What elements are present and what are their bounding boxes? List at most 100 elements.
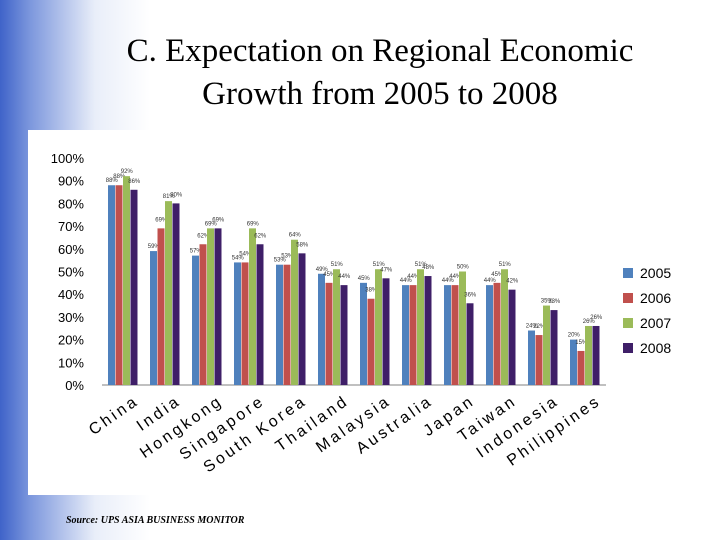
bar-2006-japan <box>451 285 459 385</box>
bar-2006-hongkong <box>199 244 207 385</box>
bar-2006-south-korea <box>283 264 291 385</box>
x-tick-label: China <box>86 392 142 439</box>
data-label: 53% <box>281 254 294 260</box>
bar-2005-philippines <box>570 339 577 385</box>
legend-swatch-2007 <box>623 318 633 328</box>
y-tick-label: 10% <box>58 355 84 370</box>
data-label: 54% <box>239 251 252 257</box>
y-tick-label: 0% <box>65 378 84 393</box>
bar-2005-malaysia <box>360 282 367 385</box>
bar-2008-taiwan <box>508 289 516 385</box>
data-label: 26% <box>583 319 596 325</box>
bar-2007-philippines <box>585 325 592 385</box>
bar-2006-philippines <box>577 350 585 385</box>
legend-label-2006: 2006 <box>640 290 671 306</box>
bar-2005-singapore <box>234 262 241 385</box>
bar-2007-hongkong <box>207 228 214 385</box>
legend-swatch-2006 <box>623 293 633 303</box>
data-label: 53% <box>274 258 287 264</box>
data-label: 45% <box>358 276 371 282</box>
legend-label-2005: 2005 <box>640 265 671 281</box>
y-tick-label: 90% <box>58 174 84 189</box>
data-label: 44% <box>442 278 455 284</box>
data-label: 45% <box>491 272 504 278</box>
legend-swatch-2008 <box>623 343 633 353</box>
y-tick-label: 100% <box>51 151 85 166</box>
data-label: 80% <box>170 192 183 198</box>
data-label: 92% <box>121 169 134 175</box>
bar-2005-australia <box>402 285 409 385</box>
data-label: 35% <box>541 299 554 305</box>
bar-2008-japan <box>466 303 474 385</box>
bar-2006-india <box>157 228 165 385</box>
bar-2005-india <box>150 251 157 385</box>
data-label: 51% <box>373 262 386 268</box>
data-label: 58% <box>296 242 309 248</box>
data-label: 88% <box>113 174 126 180</box>
data-label: 36% <box>464 292 477 298</box>
bar-2006-taiwan <box>493 282 501 385</box>
data-label: 38% <box>365 288 378 294</box>
bar-2008-singapore <box>256 244 264 385</box>
bar-2007-china <box>123 176 130 385</box>
bar-2005-taiwan <box>486 285 493 385</box>
bar-2007-south-korea <box>291 239 298 385</box>
y-tick-label: 20% <box>58 333 84 348</box>
bar-2007-thailand <box>333 269 340 385</box>
bar-2008-china <box>130 189 138 385</box>
data-label: 69% <box>205 221 218 227</box>
data-label: 45% <box>323 272 336 278</box>
bar-2005-japan <box>444 285 451 385</box>
data-label: 88% <box>106 178 119 184</box>
data-label: 50% <box>457 265 470 271</box>
bar-2006-china <box>115 185 123 385</box>
data-label: 81% <box>163 194 176 200</box>
data-label: 42% <box>506 279 519 285</box>
title-line-2: Growth from 2005 to 2008 <box>202 76 558 112</box>
bar-2007-malaysia <box>375 269 382 385</box>
bar-2008-india <box>172 203 180 385</box>
bar-2006-singapore <box>241 262 249 385</box>
data-label: 59% <box>148 244 161 250</box>
y-tick-label: 80% <box>58 196 84 211</box>
data-label: 51% <box>499 262 512 268</box>
bar-2008-australia <box>424 276 432 385</box>
y-tick-label: 60% <box>58 242 84 257</box>
title-line-1: C. Expectation on Regional Economic <box>126 33 634 69</box>
bar-2008-south-korea <box>298 253 306 385</box>
data-label: 15% <box>575 340 588 346</box>
bar-2008-philippines <box>592 325 600 385</box>
legend-label-2007: 2007 <box>640 315 671 331</box>
data-label: 57% <box>190 249 203 255</box>
data-label: 44% <box>449 274 462 280</box>
data-label: 44% <box>400 278 413 284</box>
data-label: 69% <box>247 221 260 227</box>
data-label: 44% <box>484 278 497 284</box>
y-tick-label: 40% <box>58 287 84 302</box>
bar-2005-south-korea <box>276 264 283 385</box>
legend-swatch-2005 <box>623 268 633 278</box>
data-label: 47% <box>380 267 393 273</box>
source-note: Source: UPS ASIA BUSINESS MONITOR <box>66 515 245 526</box>
y-tick-label: 70% <box>58 219 84 234</box>
data-label: 54% <box>232 255 245 261</box>
bar-2005-hongkong <box>192 255 199 385</box>
bar-2007-australia <box>417 269 424 385</box>
data-label: 86% <box>128 179 141 185</box>
bar-2007-indonesia <box>543 305 550 385</box>
bar-2007-japan <box>459 271 466 385</box>
bar-2008-hongkong <box>214 228 222 385</box>
bar-2005-thailand <box>318 273 325 385</box>
bar-2008-malaysia <box>382 278 390 385</box>
bar-2005-china <box>108 185 115 385</box>
data-label: 64% <box>289 233 302 239</box>
data-label: 51% <box>415 262 428 268</box>
data-label: 69% <box>155 217 168 223</box>
data-label: 48% <box>422 265 435 271</box>
data-label: 26% <box>590 315 603 321</box>
data-label: 33% <box>548 299 561 305</box>
y-tick-label: 30% <box>58 310 84 325</box>
data-label: 51% <box>331 262 344 268</box>
data-label: 62% <box>254 233 267 239</box>
data-label: 49% <box>316 267 329 273</box>
